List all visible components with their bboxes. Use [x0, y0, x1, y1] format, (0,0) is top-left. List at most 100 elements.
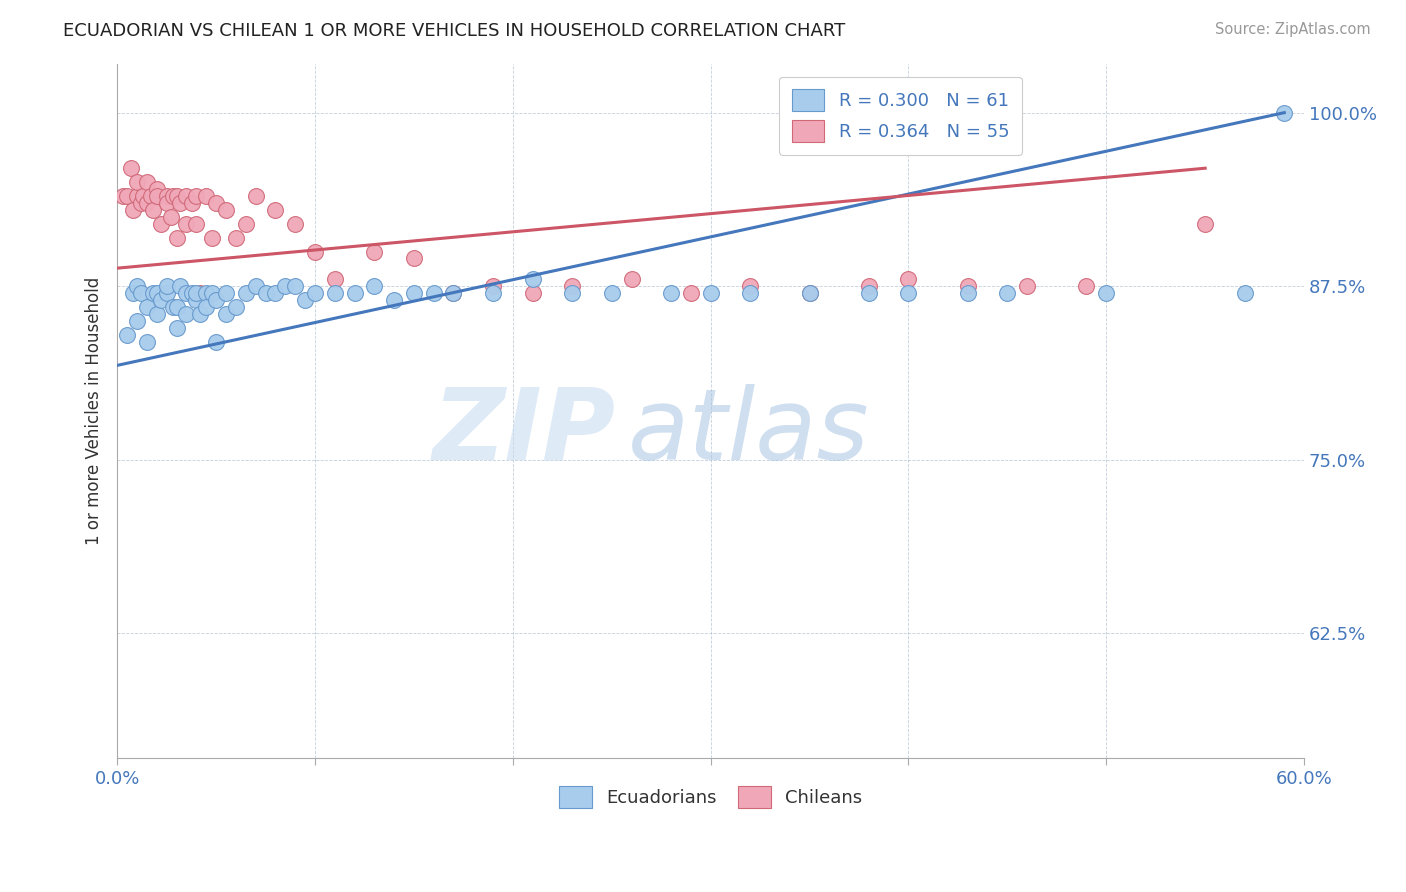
Legend: Ecuadorians, Chileans: Ecuadorians, Chileans — [551, 779, 869, 815]
Point — [443, 286, 465, 301]
Point — [995, 286, 1018, 301]
Point — [245, 279, 267, 293]
Point — [176, 307, 198, 321]
Text: ZIP: ZIP — [433, 384, 616, 481]
Point — [956, 279, 979, 293]
Point — [112, 189, 135, 203]
Point — [149, 293, 172, 307]
Point — [132, 189, 155, 203]
Point — [561, 279, 583, 293]
Point — [740, 286, 762, 301]
Point — [125, 175, 148, 189]
Point — [162, 300, 184, 314]
Point — [122, 202, 145, 217]
Point — [176, 189, 198, 203]
Text: ECUADORIAN VS CHILEAN 1 OR MORE VEHICLES IN HOUSEHOLD CORRELATION CHART: ECUADORIAN VS CHILEAN 1 OR MORE VEHICLES… — [63, 22, 845, 40]
Point — [181, 286, 204, 301]
Point — [600, 286, 623, 301]
Point — [186, 189, 208, 203]
Point — [186, 217, 208, 231]
Point — [176, 217, 198, 231]
Point — [166, 300, 188, 314]
Point — [1233, 286, 1256, 301]
Point — [699, 286, 721, 301]
Point — [284, 279, 307, 293]
Point — [740, 279, 762, 293]
Point — [799, 286, 821, 301]
Point — [363, 279, 385, 293]
Point — [659, 286, 682, 301]
Point — [186, 286, 208, 301]
Point — [115, 327, 138, 342]
Point — [188, 307, 211, 321]
Text: atlas: atlas — [627, 384, 869, 481]
Point — [264, 202, 287, 217]
Point — [145, 307, 167, 321]
Point — [679, 286, 702, 301]
Point — [254, 286, 277, 301]
Point — [135, 195, 157, 210]
Point — [323, 286, 346, 301]
Point — [799, 286, 821, 301]
Point — [264, 286, 287, 301]
Point — [205, 195, 228, 210]
Point — [139, 189, 162, 203]
Point — [162, 189, 184, 203]
Point — [235, 286, 257, 301]
Point — [145, 182, 167, 196]
Point — [166, 189, 188, 203]
Point — [176, 286, 198, 301]
Text: Source: ZipAtlas.com: Source: ZipAtlas.com — [1215, 22, 1371, 37]
Point — [145, 189, 167, 203]
Point — [620, 272, 643, 286]
Point — [274, 279, 297, 293]
Point — [1194, 217, 1216, 231]
Point — [294, 293, 316, 307]
Point — [245, 189, 267, 203]
Point — [522, 272, 544, 286]
Point — [215, 202, 238, 217]
Point — [149, 217, 172, 231]
Point — [382, 293, 405, 307]
Point — [443, 286, 465, 301]
Point — [129, 286, 152, 301]
Point — [156, 279, 179, 293]
Point — [402, 286, 425, 301]
Point — [195, 286, 218, 301]
Point — [125, 279, 148, 293]
Point — [186, 293, 208, 307]
Point — [422, 286, 444, 301]
Point — [156, 189, 179, 203]
Point — [1017, 279, 1039, 293]
Point — [284, 217, 307, 231]
Point — [205, 334, 228, 349]
Point — [125, 189, 148, 203]
Point — [1272, 105, 1295, 120]
Point — [201, 230, 224, 244]
Point — [363, 244, 385, 259]
Point — [215, 286, 238, 301]
Point — [304, 244, 326, 259]
Point — [402, 252, 425, 266]
Point — [482, 279, 505, 293]
Point — [135, 334, 157, 349]
Point — [169, 279, 191, 293]
Point — [858, 286, 880, 301]
Point — [304, 286, 326, 301]
Point — [159, 210, 181, 224]
Point — [897, 272, 920, 286]
Point — [858, 279, 880, 293]
Point — [343, 286, 366, 301]
Point — [956, 286, 979, 301]
Point — [215, 307, 238, 321]
Point — [235, 217, 257, 231]
Point — [115, 189, 138, 203]
Point — [522, 286, 544, 301]
Point — [120, 161, 142, 176]
Point — [166, 230, 188, 244]
Point — [156, 286, 179, 301]
Point — [188, 286, 211, 301]
Point — [1076, 279, 1098, 293]
Point — [125, 314, 148, 328]
Point — [142, 286, 165, 301]
